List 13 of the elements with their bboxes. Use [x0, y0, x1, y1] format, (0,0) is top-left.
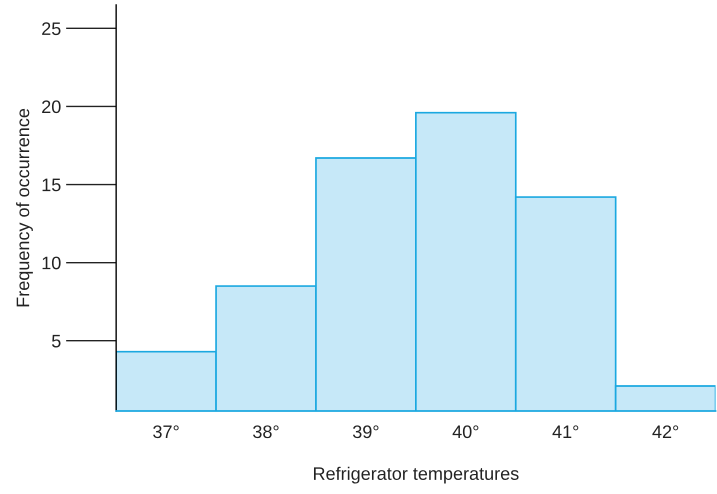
x-tick-label: 39°	[352, 425, 378, 438]
y-axis-title: Frequency of occurrence	[16, 108, 33, 306]
x-tick-label: 38°	[253, 425, 279, 438]
x-tick-label: 42°	[652, 425, 678, 438]
x-axis-title: Refrigerator temperatures	[314, 466, 519, 484]
x-tick-label: 41°	[552, 425, 578, 438]
y-tick-label: 20	[42, 100, 61, 114]
x-tick-label: 37°	[153, 425, 179, 438]
y-tick-label: 5	[52, 334, 61, 348]
x-tick-label: 40°	[452, 425, 478, 438]
y-tick-label: 10	[42, 256, 61, 270]
y-tick-label: 25	[42, 22, 61, 36]
y-tick-label: 15	[42, 178, 61, 192]
